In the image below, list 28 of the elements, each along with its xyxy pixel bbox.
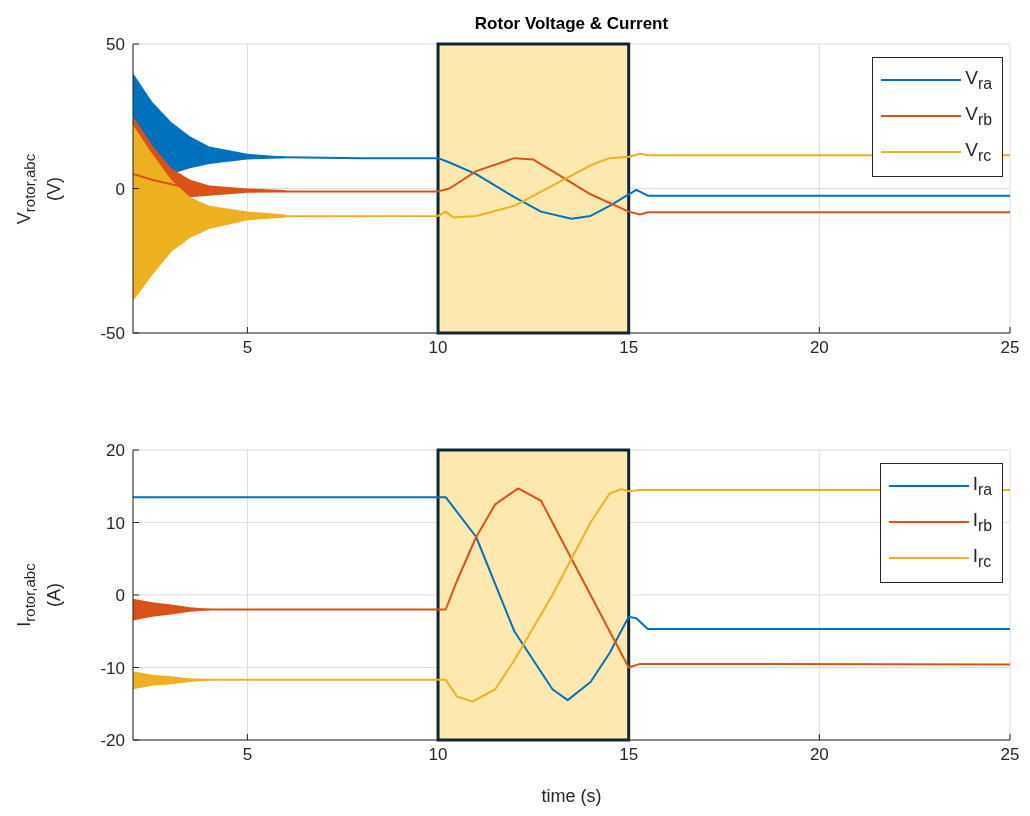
- chart-title: Rotor Voltage & Current: [473, 14, 670, 34]
- y-axis-title: I$_{rotor,abc}$ (A): [13, 562, 64, 629]
- x-tick-label: 15: [619, 745, 639, 765]
- x-tick-label: 10: [428, 338, 448, 358]
- y-tick-label: 50: [106, 35, 125, 55]
- x-tick-label: 5: [242, 745, 253, 765]
- x-tick-label: 25: [1000, 338, 1020, 358]
- x-axis-title: time (s): [541, 786, 602, 806]
- y-tick-label: -10: [100, 658, 125, 678]
- y-tick-label: 0: [115, 179, 125, 199]
- y-tick-label: 20: [106, 441, 125, 461]
- x-tick-label: 20: [809, 745, 829, 765]
- y-tick-label: 10: [106, 513, 125, 533]
- legend-label: V$_{rb}$: [965, 103, 992, 129]
- legend-label: I$_{rb}$: [972, 509, 992, 535]
- y-tick-label: 0: [115, 586, 125, 606]
- x-tick-label: 5: [242, 338, 253, 358]
- y-tick-label: -20: [100, 731, 125, 751]
- x-tick-label: 15: [619, 338, 639, 358]
- legend-label: V$_{rc}$: [965, 139, 992, 165]
- legend-label: I$_{ra}$: [972, 473, 992, 499]
- y-axis-title: V$_{rotor,abc}$ (V): [13, 152, 64, 226]
- y-tick-label: -50: [100, 324, 125, 344]
- x-tick-label: 25: [1000, 745, 1020, 765]
- x-tick-label: 20: [809, 338, 829, 358]
- x-tick-label: 10: [428, 745, 448, 765]
- legend-label: V$_{ra}$: [965, 67, 992, 93]
- legend-label: I$_{rc}$: [972, 545, 992, 571]
